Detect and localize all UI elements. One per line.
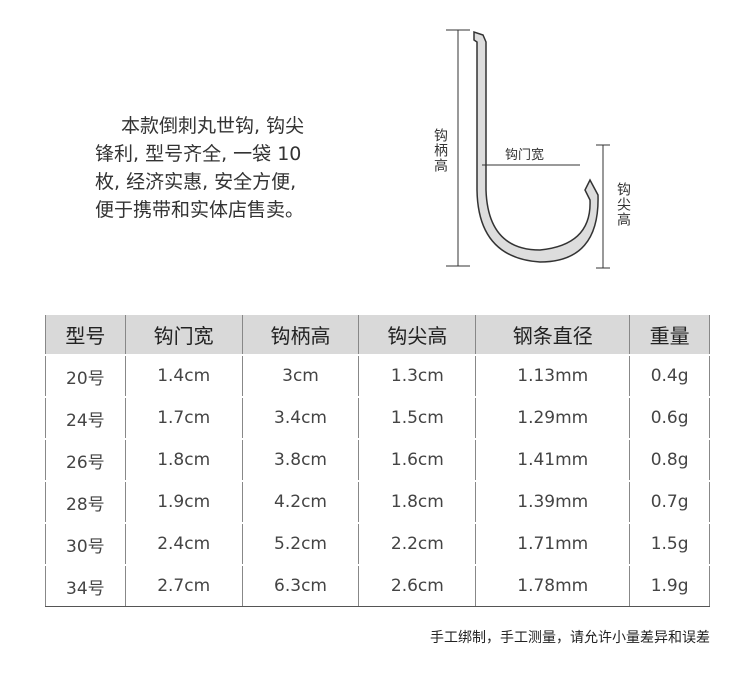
column-header: 重量 [629,313,710,356]
table-cell: 1.13mm [475,354,631,398]
table-cell: 1.39mm [475,480,631,524]
table-row: 34号 2.7cm 6.3cm 2.6cm 1.78mm 1.9g [45,564,710,607]
table-cell: 3cm [241,354,360,398]
hook [473,30,599,263]
description-line: 锋利, 型号齐全, 一袋 10 [95,143,302,165]
column-header: 钩柄高 [241,313,360,356]
table-cell: 5.2cm [241,522,360,566]
table-cell: 1.9g [629,564,710,607]
column-header: 钩尖高 [358,313,477,356]
table-cell: 0.4g [629,354,710,398]
gap-width-label: 钩门宽 [505,148,545,163]
table-cell: 34号 [45,564,126,607]
table-cell: 1.9cm [124,480,243,524]
table-cell: 1.8cm [358,480,477,524]
point-height-label: 钩尖高 [615,182,631,227]
hook-diagram [446,29,610,269]
table-cell: 0.8g [629,438,710,482]
column-header: 型号 [45,313,126,356]
table-cell: 20号 [45,354,126,398]
table-cell: 4.2cm [241,480,360,524]
column-header: 钩门宽 [124,313,243,356]
table-cell: 24号 [45,396,126,440]
column-header: 钢条直径 [475,313,631,356]
table-cell: 1.8cm [124,438,243,482]
description-line: 枚, 经济实惠, 安全方便, [95,171,297,193]
description: 本款倒刺丸世钩, 钩尖锋利, 型号齐全, 一袋 10 枚, 经济实惠, 安全方便,… [95,112,304,224]
footer-note: 手工绑制，手工测量，请允许小量差异和误差 [430,630,710,646]
table-cell: 1.71mm [475,522,631,566]
table-cell: 1.29mm [475,396,631,440]
table-row: 30号 2.4cm 5.2cm 2.2cm 1.71mm 1.5g [45,522,710,566]
table-cell: 1.7cm [124,396,243,440]
table-cell: 3.8cm [241,438,360,482]
spec-table: 型号 钩门宽 钩柄高 钩尖高 钢条直径 重量 20号 1.4cm 3cm 1.3cm 1.13mm… [45,313,710,607]
table-row: 28号 1.9cm 4.2cm 1.8cm 1.39mm 0.7g [45,480,710,524]
table-cell: 28号 [45,480,126,524]
table-row: 24号 1.7cm 3.4cm 1.5cm 1.29mm 0.6g [45,396,710,440]
table-row: 20号 1.4cm 3cm 1.3cm 1.13mm 0.4g [45,354,710,398]
table-cell: 0.6g [629,396,710,440]
table-cell: 1.4cm [124,354,243,398]
table-cell: 1.5cm [358,396,477,440]
table-cell: 2.6cm [358,564,477,607]
table-cell: 1.78mm [475,564,631,607]
table-cell: 1.6cm [358,438,477,482]
description-line: 便于携带和实体店售卖。 [95,199,305,221]
table-cell: 1.3cm [358,354,477,398]
table-cell: 26号 [45,438,126,482]
table-row: 26号 1.8cm 3.8cm 1.6cm 1.41mm 0.8g [45,438,710,482]
table-cell: 2.7cm [124,564,243,607]
table-cell: 2.4cm [124,522,243,566]
table-cell: 0.7g [629,480,710,524]
header-row: 型号 钩门宽 钩柄高 钩尖高 钢条直径 重量 [45,313,710,356]
description-line: 本款倒刺丸世钩, 钩尖 [121,115,305,137]
table-cell: 6.3cm [241,564,360,607]
table-cell: 30号 [45,522,126,566]
table-cell: 1.41mm [475,438,631,482]
table-cell: 1.5g [629,522,710,566]
table-cell: 3.4cm [241,396,360,440]
shank-height-label: 钩柄高 [432,128,448,173]
table-cell: 2.2cm [358,522,477,566]
